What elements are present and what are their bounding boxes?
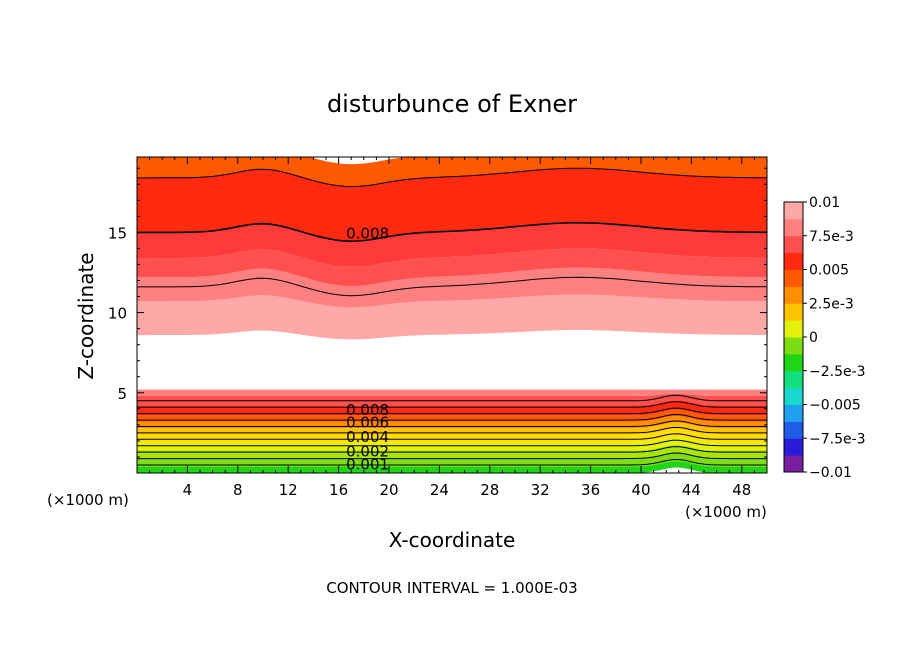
contour-label: 0.008 xyxy=(346,401,389,419)
field-band xyxy=(137,437,767,451)
field-band xyxy=(137,409,767,422)
contour-line xyxy=(137,401,767,408)
x-tick-label: 8 xyxy=(233,481,243,499)
colorbar-swatch xyxy=(784,404,803,422)
x-tick-label: 20 xyxy=(379,481,398,499)
colorbar-swatch xyxy=(784,303,803,321)
x-axis-label: X-coordinate xyxy=(389,528,516,552)
colorbar: 0.01 7.5e-3 0.005 2.5e-3 0 −2.5e-3 −0.005 −7.5e… xyxy=(783,195,866,481)
y-axis-label: Z-coordinate xyxy=(74,252,98,379)
colorbar-swatch xyxy=(784,353,803,372)
field-band xyxy=(137,157,767,187)
x-tick-label: 32 xyxy=(531,481,550,499)
x-tick-label: 36 xyxy=(581,481,600,499)
colorbar-swatch xyxy=(784,438,803,456)
colorbar-tick-label: 0.005 xyxy=(809,263,849,279)
field-band xyxy=(137,294,767,343)
y-tick-label: 5 xyxy=(117,385,127,403)
field-band xyxy=(137,461,767,473)
colorbar-swatch xyxy=(784,252,803,270)
x-axis-unit: (×1000 m) xyxy=(47,491,129,509)
colorbar-swatch xyxy=(784,387,803,405)
contour-line xyxy=(137,407,767,415)
colorbar-tick-label: −0.01 xyxy=(809,465,852,481)
contour-line xyxy=(137,458,767,466)
field-band xyxy=(137,248,767,287)
colorbar-tick-label: −0.005 xyxy=(809,398,861,414)
field-band xyxy=(137,453,767,467)
field-band xyxy=(137,422,767,435)
contour-label: 0.001 xyxy=(346,455,389,473)
contour-label: 0.004 xyxy=(346,428,389,446)
colorbar-swatch xyxy=(784,286,803,304)
neutral-region xyxy=(137,330,767,390)
contour-line xyxy=(137,413,767,421)
colorbar-swatch xyxy=(784,269,803,287)
x-tick-label: 16 xyxy=(329,481,348,499)
contour-label: 0.006 xyxy=(346,414,389,432)
contour-line xyxy=(137,426,767,434)
contour-line xyxy=(137,439,767,447)
y-tick-label: 10 xyxy=(108,305,127,323)
contour-line xyxy=(137,433,767,440)
colorbar-tick-label: −7.5e-3 xyxy=(809,431,866,447)
colorbar-swatch xyxy=(784,370,803,389)
colorbar-swatch xyxy=(784,218,803,237)
field-band xyxy=(137,168,767,242)
contour-line xyxy=(137,446,767,453)
contour-label: 0.002 xyxy=(346,443,389,461)
contour-line xyxy=(137,452,767,460)
colorbar-tick-label: 7.5e-3 xyxy=(809,229,854,245)
colorbar-swatch xyxy=(784,455,803,473)
plot-area xyxy=(137,157,767,473)
field-band xyxy=(137,267,767,308)
x-tick-label: 28 xyxy=(480,481,499,499)
colorbar-swatch xyxy=(784,235,803,254)
field-band xyxy=(137,222,767,267)
contour-interval-note: CONTOUR INTERVAL = 1.000E-03 xyxy=(326,579,577,597)
contour-line xyxy=(137,276,767,297)
colorbar-swatch xyxy=(784,202,803,220)
y-tick-label: 15 xyxy=(108,224,127,242)
contour-line xyxy=(137,222,767,243)
field-band xyxy=(137,393,767,406)
x-tick-label: 24 xyxy=(430,481,449,499)
colorbar-tick-label: 0 xyxy=(809,330,818,346)
contour-label: 0.008 xyxy=(346,224,389,242)
contour-line xyxy=(137,420,767,427)
x-tick-label: 12 xyxy=(279,481,298,499)
colorbar-tick-label: 2.5e-3 xyxy=(809,296,854,312)
x-tick-label: 4 xyxy=(183,481,193,499)
contour-line xyxy=(137,167,767,188)
colorbar-swatch xyxy=(784,320,803,338)
x-tick-label: 40 xyxy=(631,481,650,499)
y-axis-unit: (×1000 m) xyxy=(685,503,767,521)
field-band xyxy=(137,416,767,429)
x-tick-label: 44 xyxy=(682,481,701,499)
x-tick-label: 48 xyxy=(732,481,751,499)
colorbar-tick-label: 0.01 xyxy=(809,195,840,211)
chart-title: disturbunce of Exner xyxy=(327,90,577,118)
colorbar-swatch xyxy=(784,337,803,355)
colorbar-swatch xyxy=(784,421,803,439)
contour-line xyxy=(137,394,767,402)
colorbar-tick-label: −2.5e-3 xyxy=(809,364,866,380)
